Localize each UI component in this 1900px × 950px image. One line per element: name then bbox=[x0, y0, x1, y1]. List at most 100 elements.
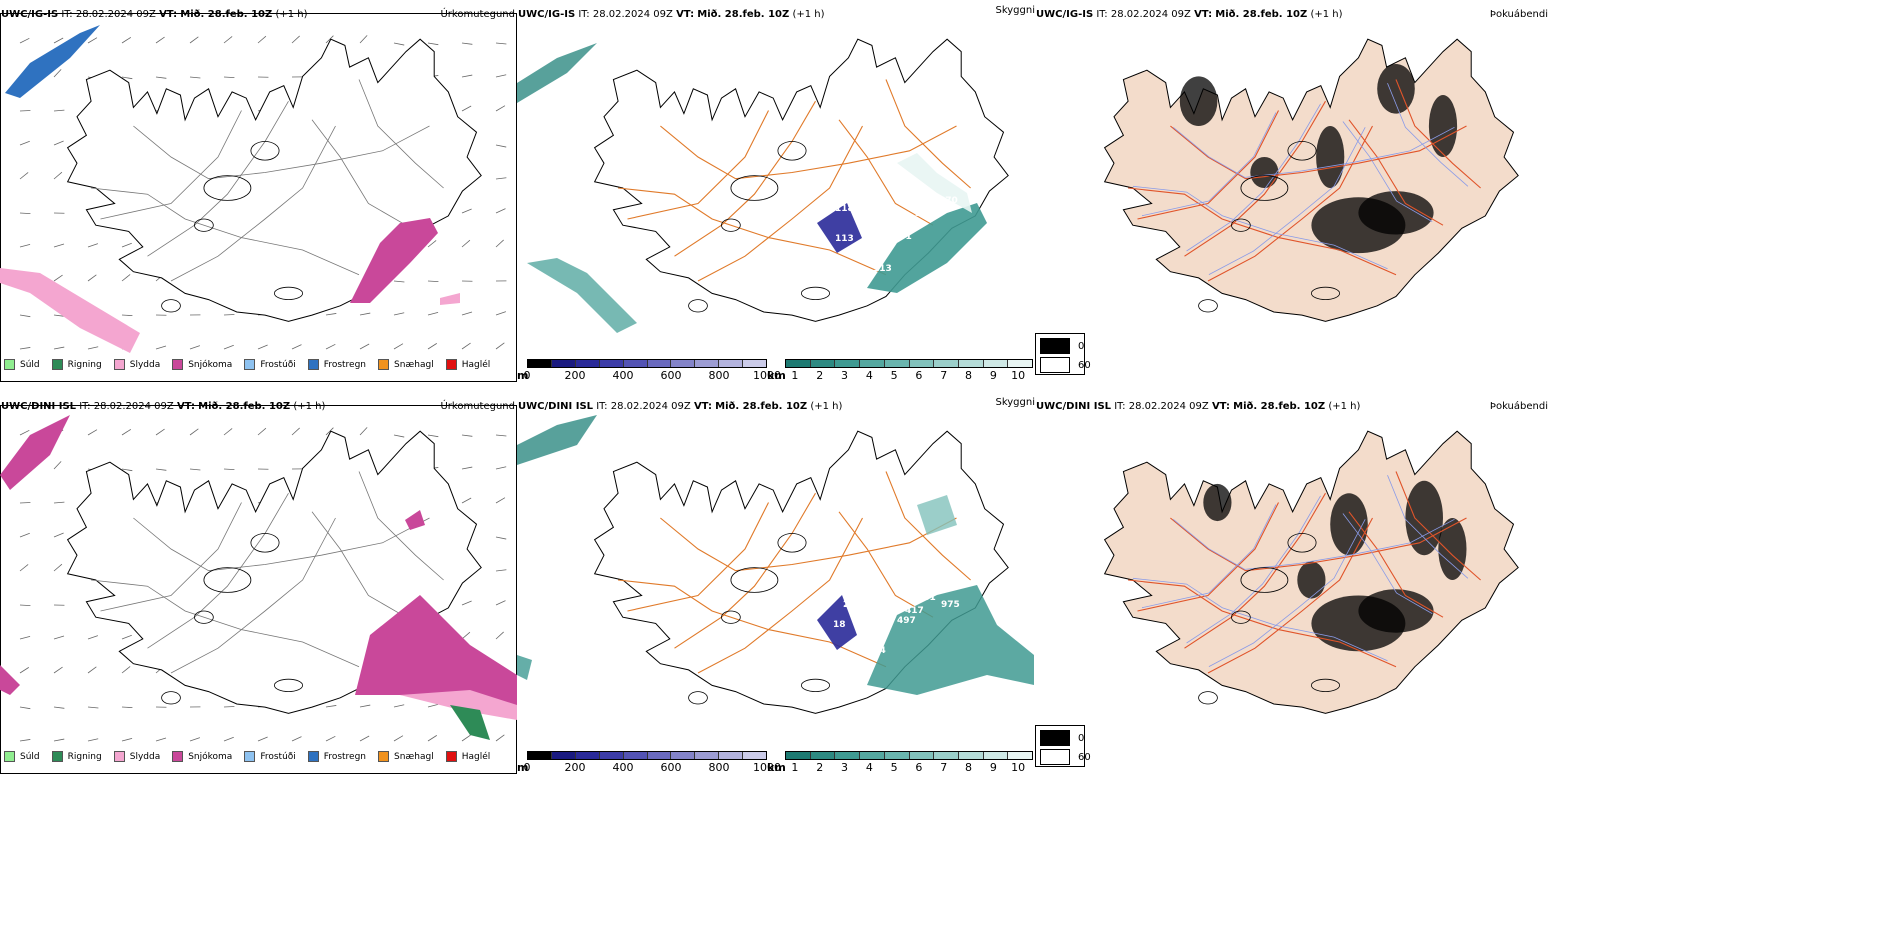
glacier-outline bbox=[688, 691, 708, 705]
legend-swatch bbox=[4, 751, 15, 762]
colorbar-tick: 200 bbox=[564, 761, 586, 774]
wind-barb bbox=[121, 429, 132, 436]
panel-title: Skyggni bbox=[995, 5, 1035, 16]
visibility-colorbar: km 1 2 3 4 5 6 7 8 9 10 bbox=[767, 359, 1033, 382]
header-model: UWC/DINI ISL bbox=[1036, 401, 1112, 412]
wind-barb bbox=[53, 140, 64, 146]
wind-barb bbox=[495, 569, 507, 572]
header-vt-label: VT: bbox=[693, 401, 712, 412]
road-line bbox=[91, 187, 360, 276]
snjokoma-area bbox=[405, 510, 425, 530]
wind-barb bbox=[461, 466, 473, 470]
wind-barb bbox=[223, 344, 234, 350]
low-ceiling-area bbox=[817, 203, 862, 253]
wind-barb bbox=[53, 635, 65, 640]
glacier-outline bbox=[250, 141, 280, 161]
wind-barb bbox=[291, 35, 300, 44]
wind-barb bbox=[121, 314, 133, 317]
wind-barb bbox=[121, 666, 131, 674]
wind-barb bbox=[19, 604, 31, 607]
wind-barb bbox=[53, 69, 62, 78]
road-line bbox=[1207, 125, 1373, 282]
low-visibility-area bbox=[517, 43, 597, 103]
wind-barb bbox=[87, 666, 97, 674]
snjokoma-area bbox=[355, 595, 517, 715]
wind-barb bbox=[461, 734, 471, 742]
wind-barb bbox=[19, 172, 29, 180]
colorbar-tick: 6 bbox=[915, 761, 923, 774]
header-model: UWC/DINI ISL bbox=[518, 401, 594, 412]
legend-item: Snjókoma bbox=[172, 751, 232, 762]
road-line bbox=[1342, 121, 1433, 222]
colorbar-tick: 1 bbox=[791, 369, 799, 382]
wind-barb bbox=[257, 35, 267, 44]
wind-barb bbox=[155, 428, 165, 436]
wind-barb bbox=[495, 342, 505, 350]
wind-barb bbox=[257, 76, 269, 78]
colorbar-tick: 0 bbox=[523, 369, 531, 382]
header-vt-value: Mið. 28.feb. 10Z bbox=[198, 401, 291, 412]
road-line bbox=[100, 502, 242, 612]
wind-barb bbox=[121, 634, 132, 640]
wind-barb bbox=[53, 738, 65, 742]
visibility-value-label: 370 bbox=[939, 196, 958, 206]
legend-label: Haglél bbox=[461, 359, 491, 370]
header-vt-label: VT: bbox=[1211, 401, 1230, 412]
wind-barb bbox=[53, 666, 63, 674]
header-it-label: IT: bbox=[1114, 401, 1126, 412]
wind-barb bbox=[155, 36, 165, 44]
low-ceiling-area bbox=[817, 595, 857, 650]
legend-item: Súld bbox=[4, 359, 40, 370]
header-it-label: IT: bbox=[79, 401, 91, 412]
legend-swatch bbox=[4, 359, 15, 370]
wind-barb bbox=[223, 76, 235, 79]
wind-barb bbox=[53, 532, 64, 538]
colorbar-unit: m bbox=[517, 761, 529, 774]
panel-title: Skyggni bbox=[995, 397, 1035, 408]
road-line bbox=[660, 125, 957, 180]
wind-barb bbox=[427, 343, 438, 350]
fog-area bbox=[1250, 157, 1279, 188]
colorbar-tick: 8 bbox=[965, 369, 973, 382]
fog-area bbox=[1316, 126, 1345, 188]
header-vt-value: Mið. 28.feb. 10Z bbox=[697, 9, 790, 20]
legend-label: 0 bbox=[1078, 340, 1085, 352]
road-line bbox=[147, 100, 289, 257]
wind-barb bbox=[19, 532, 30, 538]
colorbar-tick: 2 bbox=[816, 369, 824, 382]
header-vt-label: VT: bbox=[676, 9, 695, 20]
wind-barb bbox=[393, 312, 405, 316]
header-vt-value: Mið. 28.feb. 10Z bbox=[180, 9, 273, 20]
wind-barb bbox=[87, 346, 99, 350]
wind-barb bbox=[19, 564, 29, 572]
visibility-value-label: 975 bbox=[941, 600, 960, 610]
legend-swatch bbox=[445, 751, 457, 762]
wind-barb bbox=[121, 706, 133, 709]
legend-swatch bbox=[172, 751, 184, 762]
road-line bbox=[674, 492, 816, 649]
wind-barb bbox=[53, 37, 64, 44]
glacier-outline bbox=[273, 678, 303, 692]
wind-barb bbox=[223, 706, 235, 708]
wind-barb bbox=[291, 736, 302, 742]
header-vt-value: Mið. 28.feb. 10Z bbox=[715, 401, 808, 412]
road-line bbox=[1170, 125, 1467, 180]
low-visibility-area bbox=[517, 655, 532, 680]
wind-barb bbox=[121, 468, 133, 472]
road-line bbox=[1387, 83, 1469, 187]
road-line bbox=[133, 517, 430, 572]
header-it-value: 28.02.2024 09Z bbox=[1128, 401, 1209, 412]
colorbar-tick: 10 bbox=[1011, 761, 1026, 774]
visibility-value-label: 281 bbox=[917, 593, 936, 603]
road-line bbox=[1186, 495, 1321, 644]
legend-swatch bbox=[378, 359, 390, 370]
road-line bbox=[1172, 126, 1455, 178]
wind-barb bbox=[121, 242, 132, 248]
visibility-value-label: 111 bbox=[865, 249, 884, 259]
wind-barb bbox=[393, 42, 405, 46]
colorbar-tick: 2 bbox=[816, 761, 824, 774]
fog-area bbox=[1297, 561, 1326, 599]
panel-header: UWC/DINI ISL IT: 28.02.2024 09Z VT: Mið.… bbox=[1, 401, 325, 412]
visibility-value-label: 46 bbox=[862, 490, 875, 500]
legend-label: Súld bbox=[20, 751, 40, 762]
